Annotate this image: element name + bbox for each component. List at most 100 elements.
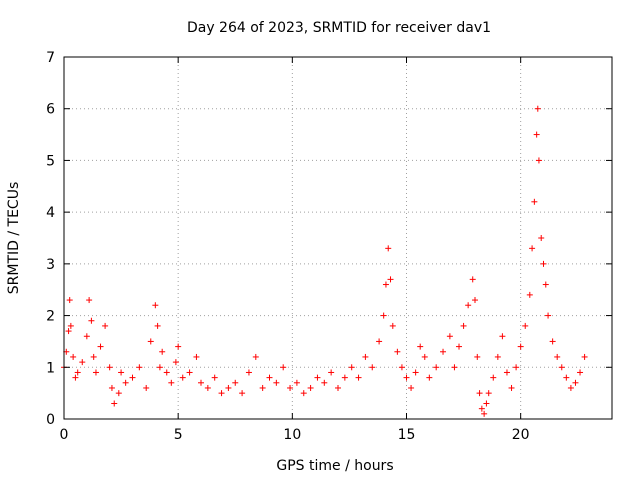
- data-point: [245, 369, 252, 376]
- data-point: [535, 157, 542, 164]
- data-point: [421, 353, 428, 360]
- plot-frame: [63, 56, 613, 420]
- data-point: [433, 364, 440, 371]
- data-point: [328, 369, 335, 376]
- data-point: [136, 364, 143, 371]
- data-point: [70, 353, 77, 360]
- data-point: [335, 384, 341, 391]
- x-axis-label: GPS time / hours: [276, 458, 393, 474]
- data-point: [232, 379, 239, 386]
- data-point: [72, 374, 79, 381]
- data-point: [446, 333, 453, 340]
- data-point: [478, 405, 485, 412]
- data-point: [394, 348, 401, 355]
- x-tick-label: 0: [60, 427, 69, 443]
- data-point: [259, 384, 266, 391]
- data-point: [118, 369, 125, 376]
- data-point: [307, 384, 314, 391]
- x-tick-label: 20: [512, 427, 530, 443]
- data-point: [86, 297, 93, 304]
- data-point: [533, 131, 540, 138]
- data-point: [398, 364, 405, 371]
- data-point: [97, 343, 104, 350]
- data-point: [460, 322, 467, 329]
- data-point: [483, 400, 490, 407]
- data-point: [362, 353, 369, 360]
- data-point: [102, 322, 109, 329]
- y-tick-label: 7: [46, 50, 55, 66]
- data-point: [563, 374, 570, 381]
- data-point: [472, 297, 478, 304]
- data-point: [159, 348, 166, 355]
- data-point: [481, 410, 488, 417]
- data-point: [408, 384, 415, 391]
- data-point: [490, 374, 497, 381]
- y-tick-label: 4: [46, 205, 55, 221]
- data-point: [115, 390, 122, 397]
- data-point: [198, 379, 204, 386]
- data-point: [147, 338, 154, 345]
- data-point: [474, 353, 481, 360]
- data-point: [494, 353, 501, 360]
- data-point: [412, 369, 419, 376]
- data-point: [529, 245, 536, 252]
- data-point: [83, 333, 90, 340]
- data-point: [74, 369, 81, 376]
- data-point: [387, 276, 394, 283]
- data-point: [67, 322, 74, 329]
- data-point: [567, 384, 574, 391]
- data-point: [287, 384, 294, 391]
- data-point: [300, 390, 307, 397]
- data-point: [540, 260, 547, 267]
- data-point: [88, 317, 95, 324]
- data-point: [549, 338, 556, 345]
- y-axis: 0 1 2 3 4 5 6 7: [46, 50, 612, 428]
- data-point: [239, 390, 246, 397]
- chart-title: Day 264 of 2023, SRMTID for receiver dav…: [187, 20, 491, 36]
- data-point: [542, 281, 549, 288]
- y-tick-label: 6: [46, 102, 55, 118]
- data-point: [534, 105, 541, 112]
- data-point: [538, 235, 545, 241]
- y-tick-label: 1: [46, 360, 55, 376]
- data-point: [382, 281, 389, 288]
- data-point: [172, 359, 179, 366]
- x-tick-label: 10: [283, 427, 301, 443]
- data-point: [156, 364, 163, 371]
- data-point: [111, 400, 118, 407]
- data-point: [522, 322, 529, 329]
- data-point: [168, 379, 175, 386]
- x-tick-label: 15: [398, 427, 416, 443]
- data-point: [152, 302, 159, 309]
- data-point: [558, 364, 565, 371]
- grid: [64, 57, 612, 419]
- data-point: [266, 374, 273, 381]
- data-point: [211, 374, 218, 381]
- data-point: [403, 374, 410, 381]
- data-point: [572, 379, 579, 386]
- data-point: [545, 312, 552, 319]
- data-point: [440, 348, 447, 355]
- data-point: [503, 369, 510, 376]
- data-point: [485, 390, 492, 397]
- y-tick-label: 5: [46, 153, 55, 169]
- data-point: [456, 343, 463, 350]
- y-tick-label: 0: [46, 412, 55, 428]
- data-point: [385, 245, 392, 252]
- data-point: [280, 364, 287, 371]
- data-point: [108, 384, 115, 391]
- data-point: [426, 374, 433, 381]
- data-point: [451, 364, 458, 371]
- data-point: [355, 374, 362, 381]
- data-point: [163, 369, 170, 376]
- y-tick-label: 3: [46, 257, 55, 273]
- data-point: [186, 369, 193, 376]
- data-point: [66, 297, 73, 304]
- data-point: [369, 364, 376, 371]
- data-point: [376, 338, 383, 345]
- data-point: [273, 379, 280, 386]
- data-point: [321, 379, 328, 386]
- x-tick-label: 5: [174, 427, 183, 443]
- data-point: [554, 353, 561, 360]
- data-point: [218, 390, 225, 397]
